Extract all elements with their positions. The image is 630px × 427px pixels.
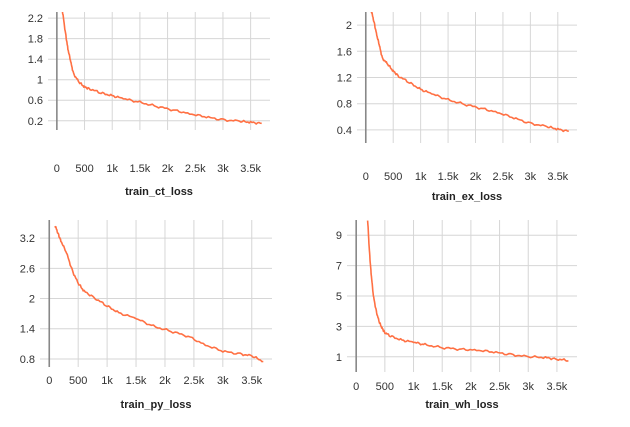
- x-tick-label: 1k: [415, 171, 427, 183]
- y-tick-label: 2: [346, 20, 352, 32]
- x-tick-label: 3k: [217, 163, 229, 175]
- chart-wh-loss: 1 3 5 7 9 0 500 1k 1.5k 2k 2.5k 3k 3.5k train_wh_loss: [336, 220, 577, 411]
- y-tick-label: 1.6: [337, 46, 352, 58]
- x-tick-label: 1.5k: [130, 163, 151, 175]
- x-tick-label: 3.5k: [547, 171, 568, 183]
- x-tick-label: 0: [54, 163, 60, 175]
- x-tick-label: 0: [46, 375, 52, 387]
- y-tick-label: 0.6: [28, 95, 43, 107]
- x-tick-label: 500: [69, 375, 87, 387]
- x-tick-label: 3.5k: [240, 163, 261, 175]
- x-tick-label: 3k: [525, 171, 537, 183]
- chart-title: train_ct_loss: [125, 186, 193, 198]
- x-tick-label: 1k: [101, 375, 113, 387]
- x-tick-label: 500: [384, 171, 402, 183]
- y-tick-label: 1: [37, 75, 43, 87]
- x-tick-label: 2.5k: [493, 171, 514, 183]
- chart-title: train_wh_loss: [425, 399, 498, 411]
- x-tick-label: 3k: [217, 375, 229, 387]
- y-tick-label: 3.2: [20, 233, 35, 245]
- x-tick-label: 2k: [470, 171, 482, 183]
- y-tick-label: 1.8: [28, 34, 43, 46]
- chart-ex-loss: 0.4 0.8 1.2 1.6 2 0 500 1k 1.5k 2k 2.5k 3k 3.5k train…: [337, 12, 577, 203]
- x-tick-label: 3k: [522, 381, 534, 393]
- y-tick-label: 2.2: [28, 13, 43, 25]
- chart-panel-wh-loss: 1 3 5 7 9 0 500 1k 1.5k 2k 2.5k 3k 3.5k train_wh_loss: [305, 212, 625, 427]
- y-tick-label: 7: [336, 261, 342, 273]
- y-tick-label: 5: [336, 291, 342, 303]
- chart-title: train_py_loss: [121, 399, 192, 411]
- x-tick-label: 3.5k: [241, 375, 262, 387]
- x-tick-label: 2k: [159, 375, 171, 387]
- y-tick-label: 0.2: [28, 116, 43, 128]
- y-tick-label: 2.6: [20, 263, 35, 275]
- y-tick-label: 0.8: [20, 354, 35, 366]
- x-tick-label: 2k: [465, 381, 477, 393]
- chart-ct-loss: 0.2 0.6 1 1.4 1.8 2.2 0 500 1k 1.5k 2k 2.5k 3k 3.5k tr…: [28, 12, 270, 198]
- x-tick-label: 1.5k: [126, 375, 147, 387]
- y-tick-label: 3: [336, 321, 342, 333]
- x-tick-label: 2k: [162, 163, 174, 175]
- chart-py-loss: 0.8 1.4 2 2.6 3.2 0 500 1k 1.5k 2k 2.5k 3k 3.5k train…: [20, 220, 272, 411]
- x-tick-label: 2.5k: [183, 375, 204, 387]
- x-tick-label: 3.5k: [547, 381, 568, 393]
- y-tick-label: 1.2: [337, 73, 352, 85]
- series-line: [366, 220, 569, 362]
- y-tick-label: 1.4: [28, 54, 43, 66]
- y-tick-label: 9: [336, 230, 342, 242]
- series-line: [61, 12, 262, 125]
- chart-title: train_ex_loss: [432, 191, 502, 203]
- x-tick-label: 2.5k: [185, 163, 206, 175]
- x-tick-label: 0: [353, 381, 359, 393]
- x-tick-label: 1k: [106, 163, 118, 175]
- y-tick-label: 0.4: [337, 125, 352, 137]
- y-tick-label: 1: [336, 352, 342, 364]
- x-tick-label: 1.5k: [432, 381, 453, 393]
- x-tick-label: 2.5k: [489, 381, 510, 393]
- series-line: [54, 225, 264, 363]
- chart-panel-py-loss: 0.8 1.4 2 2.6 3.2 0 500 1k 1.5k 2k 2.5k 3k 3.5k train…: [0, 212, 310, 427]
- x-tick-label: 1.5k: [438, 171, 459, 183]
- x-tick-label: 500: [376, 381, 394, 393]
- y-tick-label: 1.4: [20, 324, 35, 336]
- y-tick-label: 0.8: [337, 99, 352, 111]
- y-tick-label: 2: [29, 294, 35, 306]
- chart-panel-ex-loss: 0.4 0.8 1.2 1.6 2 0 500 1k 1.5k 2k 2.5k 3k 3.5k train…: [315, 0, 625, 210]
- x-tick-label: 0: [363, 171, 369, 183]
- chart-panel-ct-loss: 0.2 0.6 1 1.4 1.8 2.2 0 500 1k 1.5k 2k 2.5k 3k 3.5k tr…: [0, 0, 310, 210]
- x-tick-label: 500: [75, 163, 93, 175]
- x-tick-label: 1k: [408, 381, 420, 393]
- series-line: [370, 12, 569, 133]
